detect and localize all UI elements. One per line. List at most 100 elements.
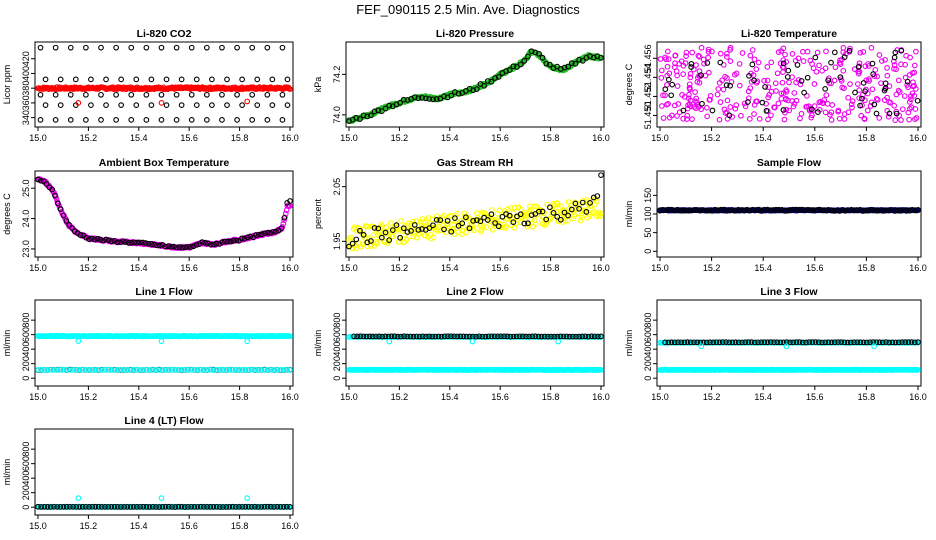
y-tick-label: 600: [21, 456, 31, 471]
data-point: [689, 207, 695, 214]
data-point: [700, 207, 707, 214]
data-point: [891, 65, 897, 72]
data-point: [867, 339, 873, 346]
data-point: [848, 101, 855, 108]
data-point: [105, 366, 112, 373]
data-point: [716, 80, 723, 86]
data-point: [279, 91, 286, 98]
data-point: [497, 207, 503, 214]
data-point: [268, 503, 274, 510]
data-point: [879, 339, 886, 346]
x-tick-label: 15.4: [130, 133, 148, 143]
data-point: [261, 230, 268, 237]
data-point: [764, 206, 771, 213]
data-point: [672, 52, 678, 59]
data-point: [63, 218, 70, 224]
x-tick-label: 15.0: [651, 263, 669, 273]
x-tick-label: 15.4: [130, 263, 148, 273]
data-point: [773, 206, 779, 213]
data-point: [732, 207, 739, 214]
data-point: [736, 61, 743, 67]
data-point: [113, 116, 119, 123]
data-point: [193, 242, 200, 248]
data-point: [691, 207, 698, 213]
plot-frame: [656, 170, 922, 258]
x-tick-label: 15.6: [806, 263, 824, 273]
series-grey-rail: [37, 44, 291, 123]
data-point: [519, 333, 526, 340]
data-point: [423, 333, 429, 340]
data-point: [820, 100, 827, 107]
data-point: [870, 71, 877, 77]
x-tick-label: 15.2: [391, 263, 409, 273]
data-point: [247, 233, 254, 240]
data-point: [510, 219, 517, 226]
data-point: [114, 367, 121, 373]
data-point: [371, 108, 378, 115]
data-point: [536, 50, 542, 57]
data-point: [836, 115, 843, 122]
data-point: [774, 339, 781, 346]
data-point: [277, 367, 284, 373]
data-point: [484, 78, 491, 84]
y-tick-label: 600: [21, 327, 31, 342]
chart-title: Line 1 Flow: [135, 286, 193, 298]
data-point: [720, 206, 727, 213]
data-point: [79, 503, 86, 510]
series-overlay: [346, 48, 604, 124]
data-point: [249, 91, 256, 98]
x-tick-label: 15.8: [542, 263, 560, 273]
data-point: [271, 504, 277, 510]
data-point: [244, 98, 251, 105]
x-tick-label: 15.2: [391, 133, 409, 143]
data-point: [751, 111, 757, 117]
data-point: [60, 366, 67, 373]
data-point: [536, 208, 542, 215]
data-point: [429, 333, 436, 340]
data-point: [244, 495, 251, 501]
data-point: [538, 333, 545, 340]
data-point: [103, 102, 109, 108]
data-point: [236, 367, 242, 373]
data-point: [733, 70, 740, 77]
x-tick-label: 15.8: [231, 263, 249, 273]
data-point: [153, 367, 159, 373]
data-point: [284, 76, 291, 83]
y-tick-label: 800: [332, 313, 342, 328]
data-point: [197, 503, 204, 510]
data-point: [75, 338, 82, 345]
data-point: [892, 49, 899, 56]
x-tick-label: 16.0: [909, 133, 927, 143]
data-point: [83, 234, 89, 241]
data-point: [572, 200, 579, 207]
data-point: [767, 207, 774, 213]
data-point: [234, 91, 240, 98]
data-point: [169, 504, 175, 510]
data-point: [383, 224, 389, 231]
x-tick-label: 15.8: [231, 521, 249, 531]
x-tick-label: 15.6: [180, 263, 198, 273]
data-point: [780, 45, 787, 52]
data-point: [808, 106, 815, 113]
data-point: [261, 503, 268, 510]
data-point: [761, 77, 768, 84]
data-point: [98, 116, 104, 123]
data-point: [891, 102, 898, 109]
data-point: [353, 115, 360, 121]
data-point: [495, 74, 502, 80]
data-point: [360, 112, 367, 119]
data-point: [67, 503, 73, 510]
data-point: [790, 206, 797, 213]
data-point: [784, 74, 791, 80]
data-point: [683, 53, 689, 59]
plot-frame: [34, 41, 294, 128]
data-point: [523, 333, 529, 340]
data-point: [391, 333, 398, 340]
data-point: [517, 211, 524, 218]
data-point: [723, 50, 730, 57]
data-point: [410, 333, 417, 340]
data-point: [492, 220, 498, 226]
data-point: [689, 49, 696, 56]
data-point: [840, 45, 847, 51]
data-point: [782, 51, 788, 58]
